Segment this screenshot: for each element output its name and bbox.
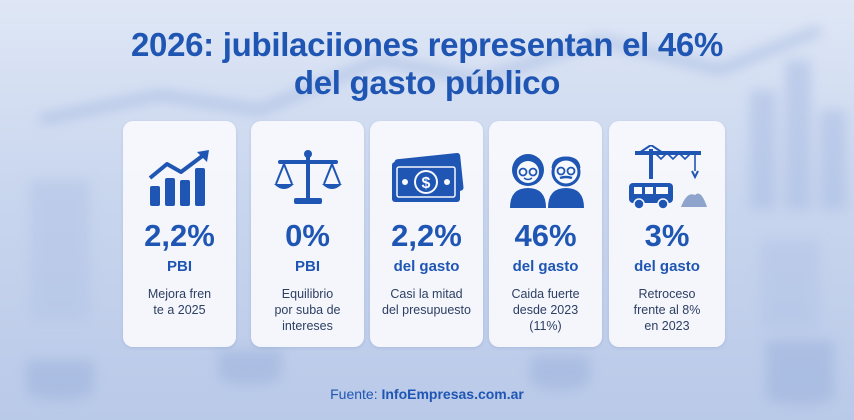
desc-line: en 2023 xyxy=(644,319,690,333)
stat-value: 46% xyxy=(514,218,577,253)
source-label: Fuente: xyxy=(330,386,378,402)
stat-card-public-works: 3% del gasto Retroceso frente al 8% en 2… xyxy=(609,121,725,347)
balance-scale-icon xyxy=(251,143,364,213)
stat-cards: 2,2% PBI Mejora fren te a 2025 xyxy=(123,121,725,347)
stat-value: 2,2% xyxy=(144,218,215,253)
desc-line: intereses xyxy=(282,319,333,333)
desc-line: Caida fuerte xyxy=(511,287,580,301)
stat-card-pbi-growth: 2,2% PBI Mejora fren te a 2025 xyxy=(123,121,236,347)
title-line-1: 2026: jubilaciiones representan el 46% xyxy=(130,26,724,63)
desc-line: desde 2023 xyxy=(512,303,579,317)
stat-unit: del gasto xyxy=(634,258,700,275)
stat-unit: PBI xyxy=(166,258,192,275)
desc-line: Equilibrio xyxy=(281,287,334,301)
stat-description: Equilibrio por suba de intereses xyxy=(255,286,360,334)
svg-text:$: $ xyxy=(421,175,430,192)
desc-line: frente al 8% xyxy=(633,303,701,317)
stat-description: Retroceso frente al 8% en 2023 xyxy=(613,286,721,334)
money-bill-icon: $ xyxy=(370,143,483,213)
stat-card-fiscal-balance: 0% PBI Equilibrio por suba de intereses xyxy=(251,121,364,347)
desc-line: te a 2025 xyxy=(153,303,206,317)
desc-line: (11%) xyxy=(529,319,562,333)
title-line-2: del gasto público xyxy=(293,64,561,101)
stat-value: 2,2% xyxy=(391,218,462,253)
stat-description: Caida fuerte desde 2023 (11%) xyxy=(493,286,598,334)
growth-chart-icon xyxy=(123,143,236,213)
stat-value: 0% xyxy=(285,218,330,253)
elderly-couple-icon xyxy=(489,143,602,213)
stat-card-pensions: 46% del gasto Caida fuerte desde 2023 (1… xyxy=(489,121,602,347)
source-credit: Fuente: InfoEmpresas.com.ar xyxy=(0,386,854,402)
stat-card-spending-share: $ 2,2% del gasto Casi la mitad del presu… xyxy=(370,121,483,347)
stat-unit: PBI xyxy=(294,258,320,275)
desc-line: Mejora fren xyxy=(147,287,212,301)
stat-unit: del gasto xyxy=(512,258,579,275)
stat-description: Casi la mitad del presupuesto xyxy=(374,286,479,318)
construction-crane-icon xyxy=(609,143,725,213)
desc-line: Casi la mitad xyxy=(390,287,463,301)
page-title: 2026: jubilaciiones representan el 46% d… xyxy=(0,26,854,102)
stat-value: 3% xyxy=(644,218,690,253)
stat-unit: del gasto xyxy=(393,258,460,275)
source-site: InfoEmpresas.com.ar xyxy=(381,386,524,402)
desc-line: por suba de xyxy=(274,303,341,317)
desc-line: Retroceso xyxy=(638,287,696,301)
desc-line: del presupuesto xyxy=(382,303,471,317)
stat-description: Mejora fren te a 2025 xyxy=(127,286,232,318)
